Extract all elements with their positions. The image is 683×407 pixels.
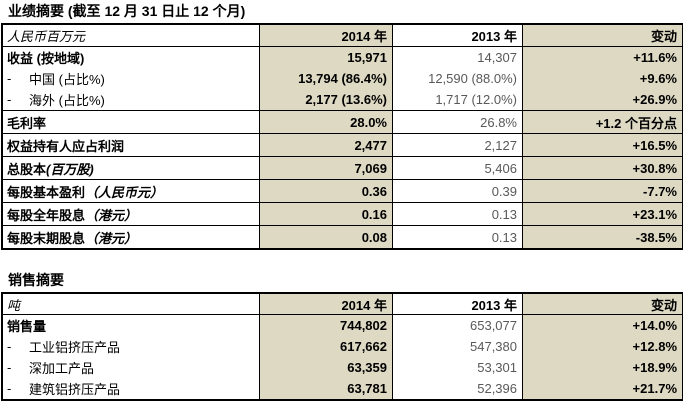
value-2014: 28.0%	[259, 111, 392, 133]
value-2014: 0.16	[259, 203, 392, 225]
sub-row-label: 海外 (占比%)	[29, 93, 105, 108]
table-row-revenue: 收益 (按地域) 15,971 14,307 +11.6%	[3, 46, 682, 68]
value-change: +23.1%	[522, 203, 682, 225]
sales-summary-table: 吨 2014 年 2013 年 变动 销售量 744,802 653,077 +…	[1, 292, 683, 401]
column-header-change: 变动	[522, 25, 682, 46]
value-2014: 63,359	[259, 357, 392, 378]
column-header-2013: 2013 年	[392, 25, 522, 46]
value-change: +18.9%	[522, 357, 682, 378]
value-2014: 13,794 (86.4%)	[259, 68, 392, 89]
value-change: +9.6%	[522, 68, 682, 89]
dash-bullet: -	[7, 339, 12, 354]
value-2013: 547,380	[392, 336, 522, 357]
value-2013: 26.8%	[392, 111, 522, 133]
value-2014: 2,177 (13.6%)	[259, 89, 392, 110]
table-row-final-dividend: 每股末期股息 （港元） 0.08 0.13 -38.5%	[3, 225, 682, 248]
row-label: - 建筑铝挤压产品	[3, 378, 259, 399]
row-label-note: （港元）	[85, 207, 138, 223]
column-header-change: 变动	[522, 294, 682, 314]
dash-bullet: -	[7, 92, 12, 107]
value-2014: 15,971	[259, 47, 392, 68]
column-header-2014: 2014 年	[259, 294, 392, 314]
row-label: 总股本 (百万股)	[3, 157, 259, 179]
row-label: 每股全年股息 （港元）	[3, 203, 259, 225]
value-change: +26.9%	[522, 89, 682, 110]
value-2013: 5,406	[392, 157, 522, 179]
table-row-total-shares: 总股本 (百万股) 7,069 5,406 +30.8%	[3, 156, 682, 179]
row-label-note: （人民币元）	[85, 184, 164, 200]
value-2013: 0.13	[392, 226, 522, 248]
value-2013: 53,301	[392, 357, 522, 378]
row-label: 权益持有人应占利润	[7, 138, 125, 154]
table-row-construction-extrusion: - 建筑铝挤压产品 63,781 52,396 +21.7%	[3, 378, 682, 399]
unit-label-rmb-millions: 人民币百万元	[7, 29, 86, 44]
value-change: +1.2 个百分点	[522, 111, 682, 133]
row-label-text: 总股本	[7, 161, 47, 177]
sub-row-label: 中国 (占比%)	[29, 72, 105, 87]
performance-summary-table: 人民币百万元 2014 年 2013 年 变动 收益 (按地域) 15,971 …	[1, 23, 683, 250]
performance-header-row: 人民币百万元 2014 年 2013 年 变动	[3, 25, 682, 46]
row-label-note: (百万股)	[46, 161, 94, 177]
row-label: - 深加工产品	[3, 357, 259, 378]
row-label: - 海外 (占比%)	[3, 89, 259, 110]
column-header-2014: 2014 年	[259, 25, 392, 46]
table-row-profit-attributable: 权益持有人应占利润 2,477 2,127 +16.5%	[3, 133, 682, 156]
row-label: - 中国 (占比%)	[3, 68, 259, 89]
value-change: -7.7%	[522, 180, 682, 202]
column-header-2013: 2013 年	[392, 294, 522, 314]
value-2013: 0.39	[392, 180, 522, 202]
value-change: +21.7%	[522, 378, 682, 399]
row-label-text: 每股基本盈利	[7, 184, 86, 200]
row-label: 每股基本盈利 （人民币元）	[3, 180, 259, 202]
value-change: +12.8%	[522, 336, 682, 357]
value-change: +30.8%	[522, 157, 682, 179]
value-change: +11.6%	[522, 47, 682, 68]
dash-bullet: -	[7, 360, 12, 375]
value-2013: 0.13	[392, 203, 522, 225]
value-2014: 617,662	[259, 336, 392, 357]
table-row-overseas: - 海外 (占比%) 2,177 (13.6%) 1,717 (12.0%) +2…	[3, 89, 682, 110]
value-2013: 653,077	[392, 315, 522, 336]
row-label: - 工业铝挤压产品	[3, 336, 259, 357]
table-row-deep-processing: - 深加工产品 63,359 53,301 +18.9%	[3, 357, 682, 378]
row-label-note: （港元）	[85, 230, 138, 246]
table-row-china: - 中国 (占比%) 13,794 (86.4%) 12,590 (88.0%) …	[3, 68, 682, 89]
value-change: +14.0%	[522, 315, 682, 336]
unit-label-tons: 吨	[7, 297, 21, 313]
dash-bullet: -	[7, 381, 12, 396]
row-label: 销售量	[7, 319, 47, 334]
value-2014: 0.08	[259, 226, 392, 248]
value-2013: 12,590 (88.0%)	[392, 68, 522, 89]
sales-summary-title: 销售摘要	[8, 272, 64, 288]
table-row-industrial-extrusion: - 工业铝挤压产品 617,662 547,380 +12.8%	[3, 336, 682, 357]
value-2014: 0.36	[259, 180, 392, 202]
value-2013: 52,396	[392, 378, 522, 399]
dash-bullet: -	[7, 71, 12, 86]
value-2014: 63,781	[259, 378, 392, 399]
table-row-sales-volume: 销售量 744,802 653,077 +14.0%	[3, 314, 682, 336]
table-row-basic-eps: 每股基本盈利 （人民币元） 0.36 0.39 -7.7%	[3, 179, 682, 202]
value-2014: 744,802	[259, 315, 392, 336]
value-2013: 14,307	[392, 47, 522, 68]
value-2013: 1,717 (12.0%)	[392, 89, 522, 110]
row-label-text: 每股末期股息	[7, 230, 86, 246]
value-2014: 2,477	[259, 134, 392, 156]
value-2013: 2,127	[392, 134, 522, 156]
table-row-gross-margin: 毛利率 28.0% 26.8% +1.2 个百分点	[3, 110, 682, 133]
table-row-full-year-dividend: 每股全年股息 （港元） 0.16 0.13 +23.1%	[3, 202, 682, 225]
value-change: -38.5%	[522, 226, 682, 248]
value-change: +16.5%	[522, 134, 682, 156]
sub-row-label: 建筑铝挤压产品	[29, 382, 121, 397]
row-label-text: 每股全年股息	[7, 207, 86, 223]
value-2014: 7,069	[259, 157, 392, 179]
sales-header-row: 吨 2014 年 2013 年 变动	[3, 294, 682, 314]
row-label: 毛利率	[7, 115, 47, 131]
sub-row-label: 深加工产品	[29, 361, 95, 376]
sub-row-label: 工业铝挤压产品	[29, 340, 121, 355]
row-label: 每股末期股息 （港元）	[3, 226, 259, 248]
row-label: 收益 (按地域)	[7, 51, 85, 66]
performance-summary-title: 业绩摘要 (截至 12 月 31 日止 12 个月)	[8, 3, 246, 19]
